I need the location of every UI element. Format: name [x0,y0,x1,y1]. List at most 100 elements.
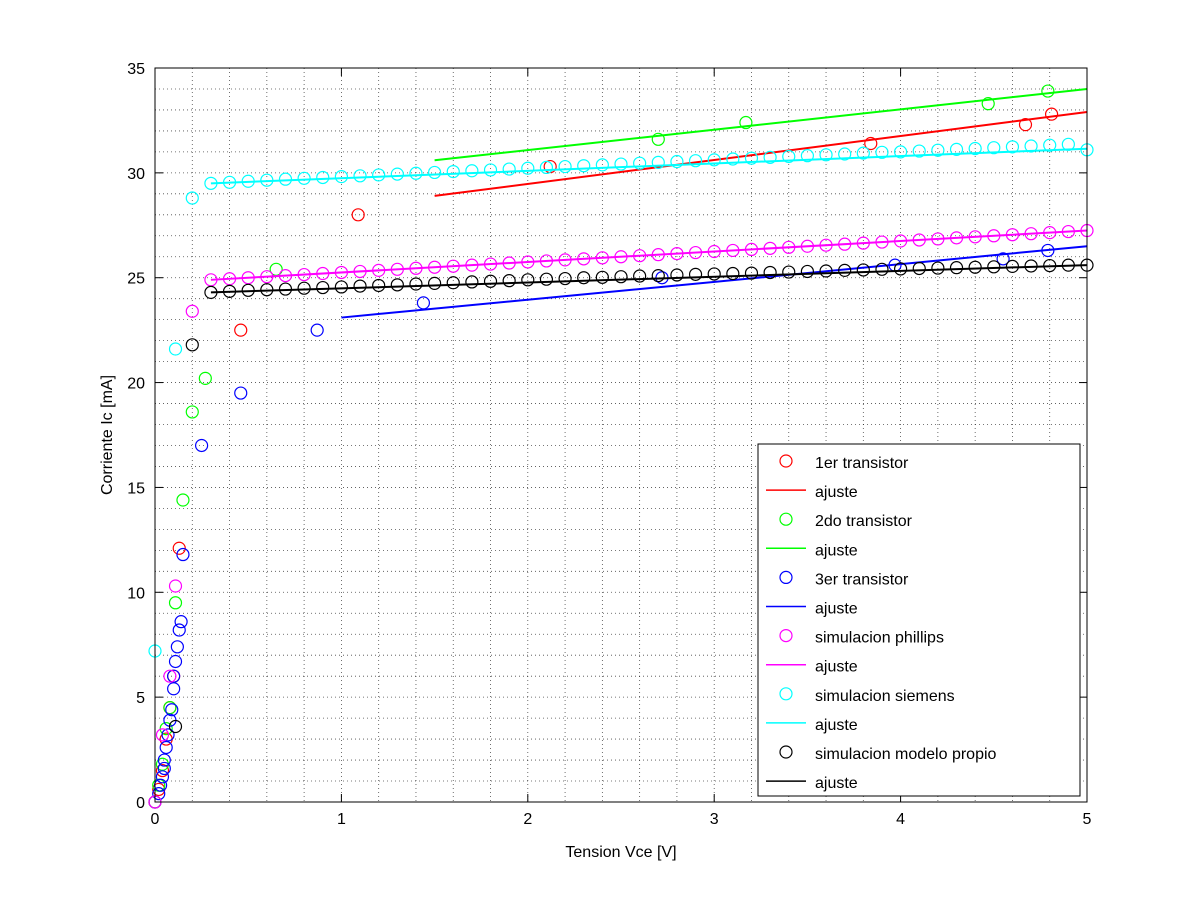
data-point [521,273,535,287]
fit-line [210,147,1088,185]
data-point [334,170,348,184]
x-tick-label: 0 [151,811,160,828]
data-point [195,438,209,453]
legend-entry: simulacion modelo propio [779,745,997,763]
data-point [707,153,721,167]
data-point [707,267,721,281]
data-point [428,276,442,290]
legend-entry: simulacion siemens [779,687,955,705]
legend-label: simulacion phillips [815,630,944,647]
data-point [838,147,852,161]
data-point [168,719,183,734]
legend-label: 3er transistor [815,571,909,588]
data-point [595,270,609,284]
plot-series [148,84,1094,809]
data-point [595,158,609,172]
data-point [185,405,199,419]
legend-entry: simulacion phillips [779,628,944,647]
data-point [483,274,498,288]
data-point [577,159,591,173]
data-point [539,272,554,286]
data-point [152,787,166,801]
data-point [912,144,926,158]
data-point [372,278,386,293]
data-point [931,143,945,157]
data-point [157,761,171,776]
legend-entry: 1er transistor [779,454,909,472]
data-point [167,669,181,683]
data-point [483,163,498,177]
data-point [539,160,554,175]
data-point [726,152,740,166]
data-point [996,252,1010,266]
data-point [172,623,186,637]
legend-label: 2do transistor [815,513,913,530]
data-point [968,260,982,274]
data-point [521,161,535,175]
x-tick-label: 1 [337,811,346,828]
y-tick-label: 20 [127,376,145,393]
data-point [670,154,684,169]
data-point [428,165,442,180]
data-point [155,770,170,784]
x-tick-label: 3 [710,811,719,828]
fit-line [434,87,1088,162]
fit-line-series [210,229,1088,281]
data-point [159,721,173,736]
legend-marker [779,512,793,526]
y-tick-label: 25 [127,271,145,288]
data-point [163,669,177,683]
legend-marker [779,454,793,468]
data-point [893,145,908,159]
fit-line-series [434,87,1088,162]
data-point [987,141,1001,155]
legend-marker [779,628,793,643]
fit-line-series [210,147,1088,185]
data-point [931,261,945,275]
fit-line-series [434,111,1088,197]
legend-label: simulacion siemens [815,688,955,705]
data-point [577,271,591,285]
data-point [157,753,171,767]
data-point [172,541,186,555]
data-point [168,596,183,610]
x-tick-label: 4 [896,811,905,828]
legend-entry: 2do transistor [779,512,913,530]
scatter-series [168,258,1094,734]
data-point [334,280,348,294]
data-point [390,278,404,292]
data-point [316,170,330,185]
legend-label: ajuste [815,601,858,618]
legend-marker [779,687,793,701]
data-point [176,493,190,507]
data-point [297,171,311,185]
data-point [744,151,759,165]
data-point [176,547,190,562]
legend-entry: ajuste [766,717,858,734]
data-point [351,208,365,222]
y-tick-label: 15 [127,480,145,497]
data-point [168,579,183,593]
data-point [390,167,404,181]
x-tick-label: 2 [523,811,532,828]
legend-label: 1er transistor [815,455,909,472]
legend-label: ajuste [815,542,858,559]
data-point [987,260,1001,274]
legend-entry: ajuste [766,775,858,792]
data-point [739,115,753,130]
data-point [1018,118,1033,132]
data-point [949,142,964,156]
axis-ticks: 0 1 2 3 4 5 0 5 10 15 20 25 30 35 [127,61,1091,828]
data-point [864,136,878,151]
fit-line [210,264,1088,294]
data-point [651,132,665,146]
data-point [168,654,183,669]
data-point [782,265,796,279]
data-point [168,342,183,356]
legend-label: simulacion modelo propio [815,746,997,763]
legend-marker [779,570,793,585]
data-point [297,281,311,295]
legend-entry: ajuste [766,542,858,559]
data-point [159,740,173,755]
